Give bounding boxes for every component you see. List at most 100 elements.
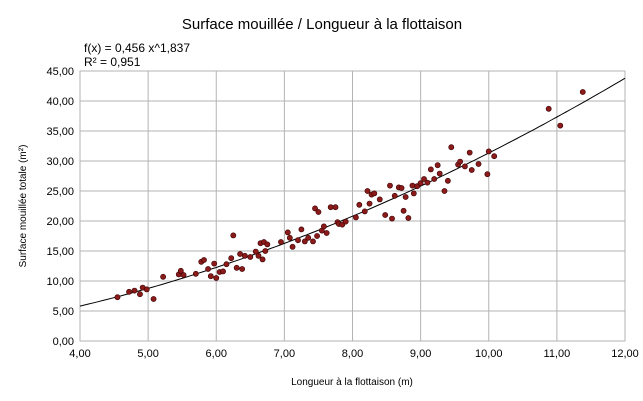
x-axis-ticks: 4,00 5,00 6,00 7,00 8,00 9,00 10,00 11,00 12,00: [69, 348, 638, 360]
data-point: [421, 176, 427, 182]
data-point: [286, 234, 293, 241]
data-point: [327, 204, 334, 211]
data-point: [485, 148, 492, 155]
data-point: [427, 166, 434, 173]
y-tick-label: 5,00: [53, 306, 74, 318]
data-point: [220, 268, 226, 275]
data-point: [247, 254, 254, 260]
data-point: [466, 149, 473, 156]
data-point: [391, 192, 398, 199]
y-tick-label: 15,00: [46, 246, 74, 258]
data-point: [177, 267, 184, 274]
data-point: [424, 179, 431, 186]
data-point: [400, 207, 407, 214]
data-point: [431, 176, 438, 182]
data-point: [448, 144, 455, 151]
data-point: [262, 248, 269, 254]
data-point: [387, 182, 393, 189]
y-tick-label: 0,00: [53, 336, 74, 348]
data-point: [409, 182, 416, 189]
grid-lines: [79, 70, 626, 342]
data-point: [284, 229, 291, 236]
data-point: [356, 201, 363, 208]
y-tick-label: 40,00: [46, 96, 74, 108]
data-point: [353, 214, 359, 221]
data-point: [484, 171, 491, 178]
data-point: [371, 190, 378, 197]
data-point: [150, 296, 157, 302]
data-point: [491, 153, 498, 160]
data-point: [361, 208, 368, 215]
data-point: [382, 212, 389, 218]
data-point: [434, 162, 441, 169]
data-point: [398, 185, 405, 191]
data-point: [114, 294, 121, 301]
data-point: [213, 275, 220, 281]
data-point: [405, 215, 412, 221]
x-tick-label: 10,00: [475, 348, 503, 360]
data-point: [298, 226, 305, 233]
y-tick-label: 30,00: [46, 156, 74, 168]
data-point: [192, 270, 199, 277]
data-point: [444, 177, 451, 184]
data-point: [364, 188, 371, 194]
data-points: [114, 89, 586, 302]
data-point: [410, 190, 417, 197]
data-point: [211, 260, 218, 267]
x-axis-label: Longueur à la flottaison (m): [291, 377, 413, 388]
data-point: [228, 255, 235, 262]
data-point: [237, 251, 243, 257]
data-point: [180, 272, 187, 278]
data-point: [557, 122, 564, 129]
data-point: [252, 248, 259, 255]
x-tick-label: 8,00: [342, 348, 363, 360]
y-axis-label: Surface mouillée totale (m²): [18, 145, 29, 268]
y-tick-label: 10,00: [46, 276, 74, 288]
y-tick-label: 25,00: [46, 186, 74, 198]
chart-title: Surface mouillée / Longueur à la flottai…: [182, 16, 462, 33]
data-point: [310, 238, 316, 245]
data-point: [239, 266, 246, 272]
data-point: [441, 188, 448, 194]
data-point: [315, 209, 322, 215]
data-point: [320, 223, 327, 230]
data-point: [126, 288, 132, 295]
data-point: [402, 194, 409, 200]
data-point: [230, 232, 237, 239]
data-point: [143, 286, 150, 293]
data-point: [323, 230, 330, 236]
data-point: [255, 252, 262, 259]
data-point: [376, 196, 383, 203]
y-axis-ticks: 0,00 5,00 10,00 15,00 20,00 25,00 30,00 35,00 40…: [46, 66, 74, 348]
x-tick-label: 9,00: [410, 348, 431, 360]
data-point: [462, 163, 468, 170]
data-point: [312, 205, 318, 212]
data-point: [305, 234, 312, 241]
x-tick-label: 11,00: [544, 348, 571, 360]
data-point: [264, 241, 271, 248]
r-squared-label: R² = 0,951: [84, 55, 141, 69]
data-point: [468, 167, 475, 173]
trendline-equation: f(x) = 0,456 x^1,837: [84, 41, 190, 55]
data-point: [436, 170, 443, 177]
data-point: [131, 287, 138, 294]
x-tick-label: 12,00: [611, 348, 639, 360]
x-tick-label: 5,00: [137, 348, 158, 360]
data-point: [289, 243, 296, 250]
data-point: [342, 218, 349, 225]
y-tick-label: 20,00: [46, 216, 74, 228]
data-point: [366, 200, 373, 207]
data-point: [160, 273, 167, 280]
data-point: [201, 257, 207, 263]
x-tick-label: 6,00: [206, 348, 227, 360]
data-point: [241, 252, 248, 259]
data-point: [301, 238, 308, 245]
x-tick-label: 7,00: [274, 348, 295, 360]
trendline: [79, 77, 626, 307]
data-point: [457, 158, 464, 165]
y-tick-label: 45,00: [46, 66, 74, 78]
x-tick-label: 4,00: [69, 348, 90, 360]
data-point: [207, 273, 214, 280]
data-point: [475, 161, 482, 167]
